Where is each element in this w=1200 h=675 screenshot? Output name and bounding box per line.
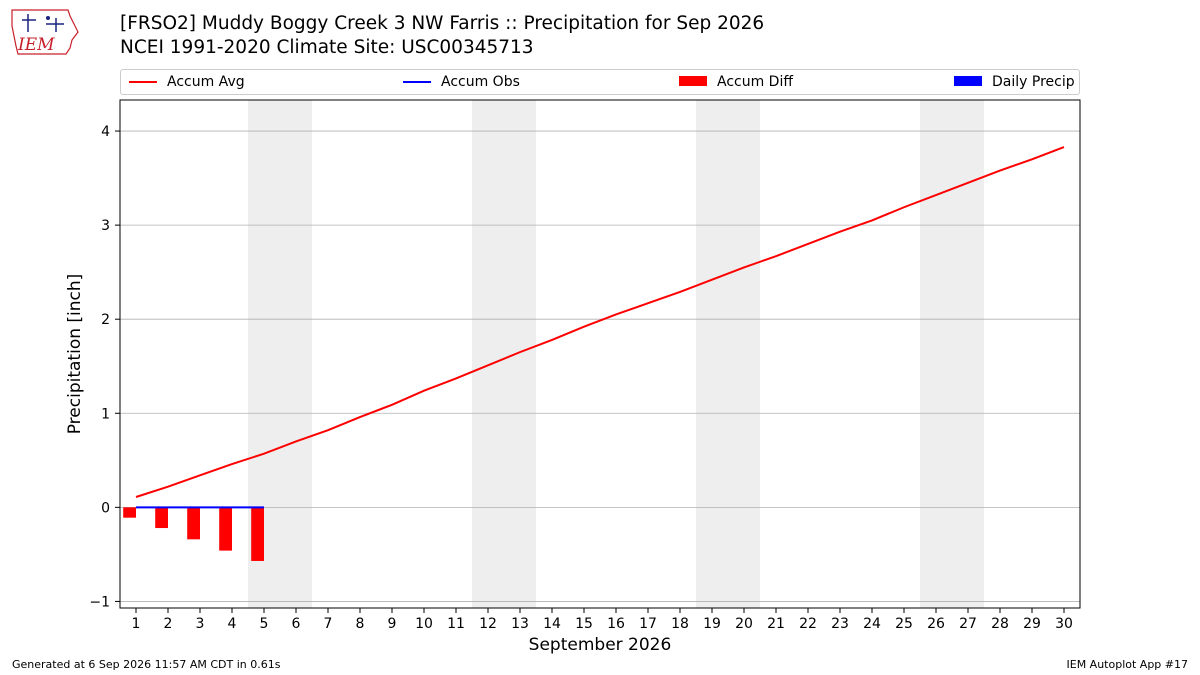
- logo-text: IEM: [17, 35, 55, 55]
- legend-label-accum-diff: Accum Diff: [717, 74, 794, 90]
- x-tick-label: 9: [388, 616, 397, 632]
- legend-label-accum-avg: Accum Avg: [167, 74, 245, 90]
- chart-title: [FRSO2] Muddy Boggy Creek 3 NW Farris ::…: [120, 12, 764, 60]
- weekend-band: [920, 100, 984, 608]
- x-tick-label: 17: [639, 616, 657, 632]
- y-tick-label: 1: [101, 406, 110, 422]
- legend-swatch-daily-precip: [954, 76, 982, 86]
- x-tick-label: 13: [511, 616, 529, 632]
- x-tick-label: 8: [356, 616, 365, 632]
- x-tick-label: 23: [831, 616, 849, 632]
- x-tick-label: 28: [991, 616, 1009, 632]
- y-tick-label: 3: [101, 218, 110, 234]
- x-tick-label: 5: [260, 616, 269, 632]
- x-tick-label: 10: [415, 616, 433, 632]
- weekend-band: [472, 100, 536, 608]
- x-tick-label: 11: [447, 616, 465, 632]
- x-tick-label: 22: [799, 616, 817, 632]
- legend-swatch-accum-diff: [679, 76, 707, 86]
- x-tick-label: 19: [703, 616, 721, 632]
- x-tick-label: 15: [575, 616, 593, 632]
- iem-iowa-logo-icon: IEM: [11, 9, 79, 55]
- y-tick-label: 0: [101, 500, 110, 516]
- x-tick-label: 6: [292, 616, 301, 632]
- x-tick-label: 21: [767, 616, 785, 632]
- x-tick-label: 24: [863, 616, 881, 632]
- x-tick-label: 7: [324, 616, 333, 632]
- accum-diff-bar: [123, 507, 136, 518]
- x-tick-label: 4: [228, 616, 237, 632]
- autoplot-app-label: IEM Autoplot App #17: [1066, 658, 1189, 671]
- legend-label-accum-obs: Accum Obs: [441, 74, 520, 90]
- x-axis-label: September 2026: [529, 635, 672, 655]
- generated-timestamp: Generated at 6 Sep 2026 11:57 AM CDT in …: [12, 658, 281, 671]
- x-tick-label: 26: [927, 616, 945, 632]
- x-tick-label: 27: [959, 616, 977, 632]
- accum-avg-line: [135, 146, 1065, 498]
- x-tick-label: 16: [607, 616, 625, 632]
- chart-legend: Accum Avg Accum Obs Accum Diff Daily Pre…: [120, 69, 1080, 95]
- accum-diff-bar: [187, 507, 200, 540]
- accum-diff-bar: [155, 507, 168, 529]
- x-tick-label: 12: [479, 616, 497, 632]
- x-tick-label: 1: [132, 616, 141, 632]
- y-axis-label: Precipitation [inch]: [65, 274, 85, 435]
- x-tick-label: 2: [164, 616, 173, 632]
- y-tick-label: 2: [101, 312, 110, 328]
- x-tick-label: 30: [1055, 616, 1073, 632]
- chart-title-line1: [FRSO2] Muddy Boggy Creek 3 NW Farris ::…: [120, 13, 765, 34]
- chart-title-line2: NCEI 1991-2020 Climate Site: USC00345713: [120, 37, 534, 58]
- weekend-band: [696, 100, 760, 608]
- x-tick-label: 29: [1023, 616, 1041, 632]
- legend-swatch-accum-obs: [403, 81, 431, 83]
- accum-diff-bar: [251, 507, 264, 561]
- legend-label-daily-precip: Daily Precip: [992, 74, 1075, 90]
- x-tick-label: 20: [735, 616, 753, 632]
- y-tick-label: 4: [101, 124, 110, 140]
- legend-swatch-accum-avg: [129, 81, 157, 83]
- x-tick-label: 18: [671, 616, 689, 632]
- accum-diff-bar: [219, 507, 232, 551]
- x-tick-label: 25: [895, 616, 913, 632]
- y-tick-label: −1: [89, 594, 110, 610]
- iem-logo: IEM: [8, 6, 80, 60]
- x-tick-label: 14: [543, 616, 561, 632]
- x-tick-label: 3: [196, 616, 205, 632]
- plot-frame: [119, 99, 1081, 609]
